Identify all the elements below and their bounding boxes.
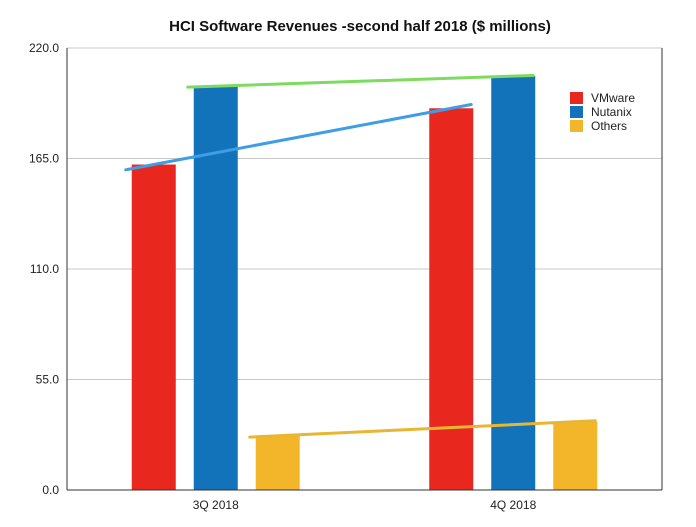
- legend-label-vmware: VMware: [591, 91, 635, 105]
- y-tick-label: 55.0: [36, 373, 60, 387]
- x-tick-label: 4Q 2018: [490, 498, 536, 512]
- bar-nutanix-1: [193, 86, 238, 490]
- y-tick-label: 220.0: [29, 41, 59, 55]
- legend-label-nutanix: Nutanix: [591, 105, 632, 119]
- trend-line-others: [248, 419, 597, 439]
- legend-label-others: Others: [591, 119, 627, 133]
- bar-others-2: [553, 421, 598, 490]
- y-axis: 0.0 55.0 110.0 165.0 220.0: [29, 41, 663, 497]
- x-tick-label: 3Q 2018: [193, 498, 239, 512]
- trend-line-vmware: [124, 102, 473, 172]
- bar-vmware-1: [131, 164, 176, 490]
- y-tick-label: 110.0: [30, 262, 59, 276]
- y-tick-label: 165.0: [29, 152, 59, 166]
- legend-swatch-nutanix: [570, 106, 583, 118]
- bar-vmware-2: [429, 108, 474, 490]
- bar-nutanix-2: [491, 76, 536, 491]
- trend-lines: [124, 73, 597, 439]
- trend-line-nutanix: [186, 73, 535, 89]
- legend-swatch-others: [570, 120, 583, 132]
- y-tick-label: 0.0: [42, 483, 59, 497]
- legend-swatch-vmware: [570, 92, 583, 104]
- bars: [131, 76, 598, 491]
- bar-others-1: [255, 435, 300, 490]
- x-axis: 3Q 2018 4Q 2018: [67, 489, 662, 512]
- chart-title: HCI Software Revenues -second half 2018 …: [169, 18, 551, 35]
